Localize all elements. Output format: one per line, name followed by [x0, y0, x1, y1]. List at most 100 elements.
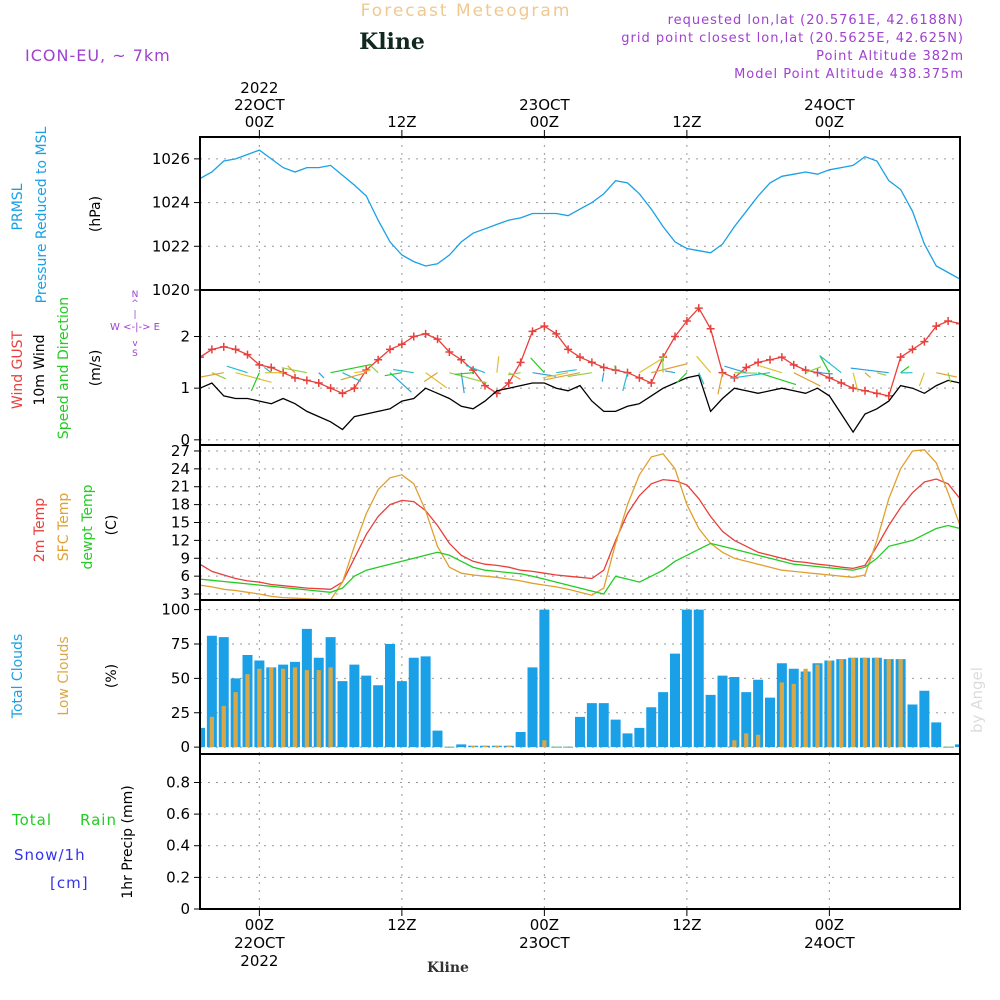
precip-labels: Total Rain Snow/1h [cm] 1hr Precip (mm) — [11, 785, 136, 898]
low-cloud-bar — [233, 692, 238, 748]
date-label-top: 24OCT — [804, 96, 855, 114]
wind-arrow — [226, 365, 248, 374]
wind-arrow — [340, 372, 367, 381]
precip-label-total: Total — [11, 811, 52, 829]
gust-marker — [599, 363, 608, 372]
wind-arrow — [900, 365, 910, 374]
gust-marker — [647, 379, 656, 387]
wind-arrow — [250, 372, 260, 392]
wind-arrow — [850, 367, 889, 374]
gust-marker — [635, 373, 644, 382]
gust-marker — [255, 360, 264, 369]
date-label-top: 23OCT — [519, 96, 570, 114]
data-temp — [200, 449, 960, 600]
temp-label-dewpt: dewpt Temp — [80, 484, 96, 569]
cloud-label-low: Low Clouds — [56, 636, 72, 715]
gust-marker — [291, 373, 299, 382]
wind-arrow — [508, 372, 521, 376]
gust-marker — [540, 322, 549, 331]
model-name: ICON-EU, ~ 7km — [25, 46, 171, 65]
wind-label-10m: 10m Wind — [32, 334, 48, 405]
wind-arrow — [200, 372, 201, 374]
time-label-top: 12Z — [387, 113, 416, 131]
total-cloud-bar — [717, 675, 728, 748]
total-cloud-bar — [919, 690, 930, 748]
gust-marker — [896, 353, 905, 362]
gust-marker — [908, 345, 917, 354]
temp-label-2m: 2m Temp — [32, 498, 48, 562]
data-wind — [200, 304, 976, 434]
wind-arrow — [819, 355, 842, 374]
watermark: by Angel — [968, 667, 986, 733]
wind-arrow — [449, 372, 487, 384]
ytick-label-pressure: 1022 — [152, 237, 190, 255]
panel-pressure: 1020 1022 1024 1026 — [152, 136, 961, 299]
total-cloud-bar — [349, 664, 360, 748]
wind-unit: (m/s) — [88, 350, 104, 387]
compass-bar: | — [133, 310, 136, 320]
wind-arrow — [614, 365, 617, 373]
wind-compass: W <-|-> E — [110, 322, 160, 333]
total-cloud-bar — [539, 609, 550, 748]
temp-unit: (C) — [104, 515, 120, 536]
ytick-label-wind: 0 — [180, 431, 190, 449]
low-cloud-bar — [269, 667, 274, 748]
gust-marker — [457, 355, 466, 364]
gust-marker — [968, 327, 976, 335]
panel-wind: 0 1 2 — [180, 289, 976, 449]
data-clouds — [200, 609, 960, 748]
total-cloud-bar — [741, 692, 752, 748]
total-cloud-bar — [200, 727, 205, 748]
time-label-top: 00Z — [815, 113, 844, 131]
gust-marker — [433, 335, 442, 344]
low-cloud-bar — [886, 659, 891, 748]
total-cloud-bar — [396, 681, 407, 748]
wind-arrow — [460, 372, 465, 394]
precip-label-rain: Rain — [80, 811, 117, 829]
total-cloud-bar — [753, 679, 764, 748]
wind-arrow — [543, 372, 581, 381]
time-label-bottom: 12Z — [387, 916, 416, 934]
gust-marker — [944, 317, 953, 325]
wind-arrow — [724, 365, 747, 374]
ytick-label-temp: 3 — [180, 585, 190, 603]
gust-marker — [564, 345, 573, 354]
wind-arrow — [864, 372, 871, 379]
series-pressure-0 — [200, 149, 960, 280]
wind-arrow — [330, 363, 372, 374]
total-cloud-bar — [337, 681, 348, 748]
gust-marker — [200, 353, 204, 362]
low-cloud-bar — [304, 670, 310, 748]
ytick-label-wind: 1 — [180, 379, 190, 397]
precip-label-snow: Snow/1h — [14, 846, 86, 864]
gust-marker — [801, 366, 810, 375]
gust-marker — [920, 337, 929, 346]
wind-labels: Wind GUST 10m Wind Speed and Direction (… — [10, 290, 160, 439]
gust-marker — [302, 376, 311, 385]
panel-precip: 0 0.2 0.4 0.6 0.8 — [166, 753, 961, 918]
gust-marker — [576, 353, 584, 362]
chart-title: Forecast Meteogram — [361, 1, 572, 21]
gust-marker — [516, 358, 525, 367]
panel-frame-pressure — [199, 136, 961, 291]
total-cloud-bar — [527, 667, 538, 748]
gust-marker — [742, 363, 751, 372]
wind-label-gust: Wind GUST — [10, 330, 26, 409]
wind-arrow — [661, 356, 664, 373]
time-label-bottom: 00Z — [245, 916, 274, 934]
total-cloud-bar — [432, 730, 443, 748]
low-cloud-bar — [245, 674, 250, 748]
low-cloud-bar — [482, 745, 488, 748]
low-cloud-bar — [221, 705, 226, 748]
ytick-label-precip: 0.8 — [166, 773, 190, 791]
wind-arrow — [805, 366, 822, 374]
gust-marker — [837, 379, 846, 387]
wind-arrow — [542, 372, 569, 379]
gust-marker — [374, 355, 383, 364]
time-axis: 00Z00Z22OCT22OCT2022202212Z12Z00Z00Z23OC… — [234, 79, 855, 970]
total-cloud-bar — [907, 704, 918, 748]
gust-marker — [587, 358, 596, 367]
ytick-label-pressure: 1024 — [152, 194, 190, 212]
gust-marker — [409, 332, 418, 341]
gust-marker — [267, 363, 276, 372]
